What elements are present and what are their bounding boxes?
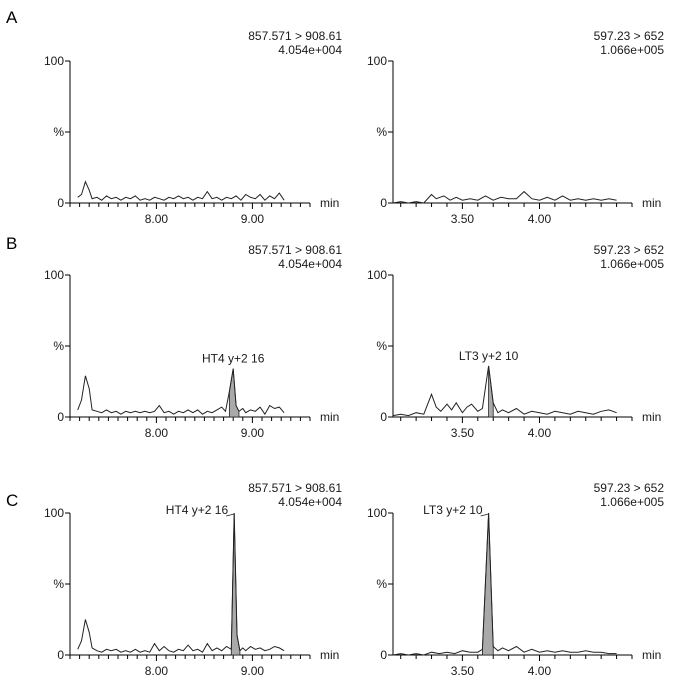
- chart-c-left-peak-label: HT4 y+2 16: [166, 503, 229, 517]
- chart-c-right-ytick-label-2: 100: [367, 506, 387, 520]
- chart-b-left-transition: 857.571 > 908.61: [248, 243, 342, 257]
- chart-b-left-peak-label: HT4 y+2 16: [202, 352, 265, 366]
- chart-c-right-transition: 597.23 > 652: [594, 481, 665, 495]
- chart-b-left-x-unit: min: [320, 410, 339, 424]
- chart-b-right-peak-label: LT3 y+2 10: [459, 349, 519, 363]
- chart-b-right-x-unit: min: [642, 410, 661, 424]
- chart-c-left-peak-leader: [226, 513, 235, 517]
- chart-a-right-ytick-label-2: 100: [367, 54, 387, 68]
- chart-c-left-xtick-label-1: 9.00: [241, 664, 265, 678]
- chart-c-left-ytick-label-1: %: [53, 577, 64, 591]
- chart-c-left-transition: 857.571 > 908.61: [248, 481, 342, 495]
- chart-b-left-intensity: 4.054e+004: [278, 257, 342, 271]
- chart-c-left-x-unit: min: [320, 648, 339, 662]
- chart-c-right-xtick-label-0: 3.50: [451, 664, 475, 678]
- chart-b-right-xtick-label-0: 3.50: [451, 426, 475, 440]
- panel-letter-a: A: [6, 8, 18, 27]
- chart-a-right-trace: [392, 190, 617, 204]
- chart-a-left-xtick-label-0: 8.00: [145, 212, 169, 226]
- chart-a-left-ytick-label-2: 100: [44, 54, 64, 68]
- chart-b-left-trace: [77, 368, 285, 416]
- chart-b-right-transition: 597.23 > 652: [594, 243, 665, 257]
- chart-a-right-transition: 597.23 > 652: [594, 29, 665, 43]
- chart-c-right-xtick-label-1: 4.00: [528, 664, 552, 678]
- chart-a-right-x-unit: min: [642, 196, 661, 210]
- chart-c-right-intensity: 1.066e+005: [600, 495, 664, 509]
- chart-c-left-ytick-label-2: 100: [44, 506, 64, 520]
- chart-a-left-trace: [77, 180, 285, 201]
- chart-a-left-ytick-label-1: %: [53, 125, 64, 139]
- chart-c-left-trace: [77, 512, 285, 653]
- chart-a-right-intensity: 1.066e+005: [600, 43, 664, 57]
- chart-b-left-ytick-label-2: 100: [44, 268, 64, 282]
- chart-c-right-ytick-label-0: 0: [380, 648, 387, 662]
- panel-letter-b: B: [6, 234, 18, 253]
- chart-a-left-x-unit: min: [320, 196, 339, 210]
- chart-a-left-transition: 857.571 > 908.61: [248, 29, 342, 43]
- chart-c-right-trace: [392, 512, 617, 656]
- chart-b-right-trace: [392, 365, 617, 417]
- chart-a-left-intensity: 4.054e+004: [278, 43, 342, 57]
- chart-b-left-ytick-label-1: %: [53, 339, 64, 353]
- chart-c-right-peak-leader: [480, 513, 489, 517]
- chart-c-left-ytick-label-0: 0: [57, 648, 64, 662]
- chart-b-right-intensity: 1.066e+005: [600, 257, 664, 271]
- chart-c-left-xtick-label-0: 8.00: [145, 664, 169, 678]
- chart-b-right-xtick-label-1: 4.00: [528, 426, 552, 440]
- chart-b-right-ytick-label-1: %: [376, 339, 387, 353]
- chart-c-right-ytick-label-1: %: [376, 577, 387, 591]
- chart-c-left-intensity: 4.054e+004: [278, 495, 342, 509]
- chart-a-right-ytick-label-1: %: [376, 125, 387, 139]
- chart-b-left-ytick-label-0: 0: [57, 410, 64, 424]
- chart-b-right-ytick-label-2: 100: [367, 268, 387, 282]
- chart-a-right-ytick-label-0: 0: [380, 196, 387, 210]
- chart-a-right-xtick-label-1: 4.00: [528, 212, 552, 226]
- chart-b-left-xtick-label-1: 9.00: [241, 426, 265, 440]
- panel-letter-c: C: [6, 491, 19, 510]
- chart-b-right-ytick-label-0: 0: [380, 410, 387, 424]
- chart-c-right-peak-label: LT3 y+2 10: [423, 503, 483, 517]
- chart-a-right-xtick-label-0: 3.50: [451, 212, 475, 226]
- chart-b-left-xtick-label-0: 8.00: [145, 426, 169, 440]
- chart-c-right-x-unit: min: [642, 648, 661, 662]
- chart-a-left-ytick-label-0: 0: [57, 196, 64, 210]
- chart-a-left-xtick-label-1: 9.00: [241, 212, 265, 226]
